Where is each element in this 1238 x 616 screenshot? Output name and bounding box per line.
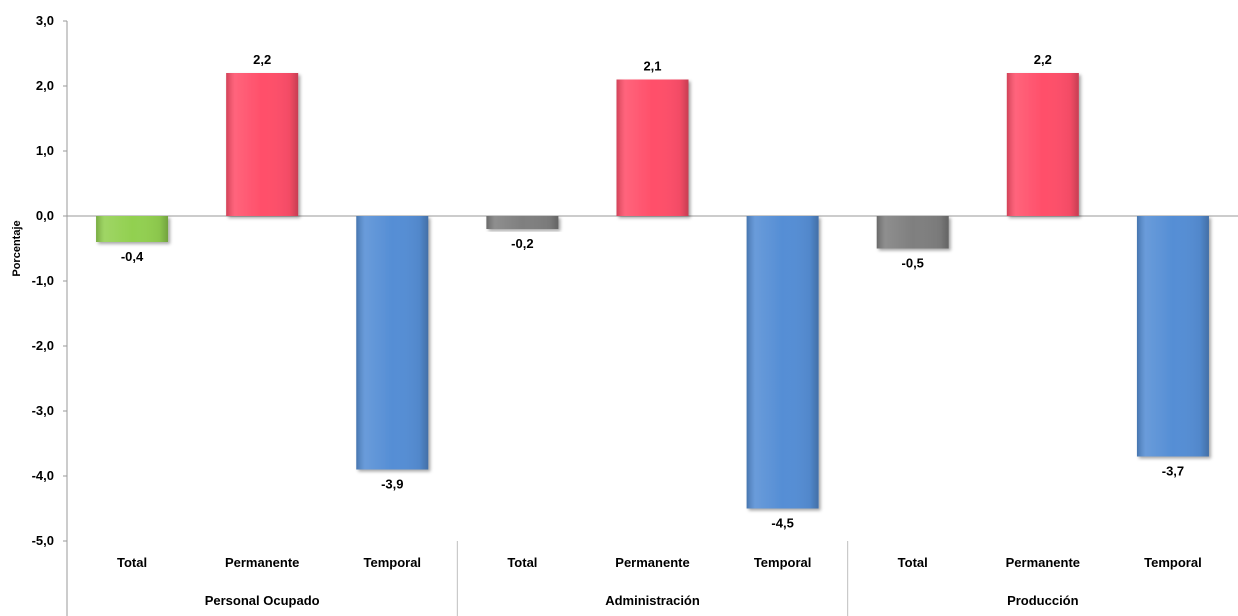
data-label: 2,1	[643, 59, 661, 74]
category-label: Permanente	[615, 555, 689, 570]
x-axis: Total Permanente Temporal Personal Ocupado T…	[117, 541, 1202, 616]
category-label: Total	[507, 555, 537, 570]
category-label: Temporal	[363, 555, 421, 570]
data-label: -4,5	[771, 516, 793, 531]
bar-shading	[356, 216, 429, 470]
bar	[486, 216, 559, 229]
bar	[746, 216, 819, 509]
bar	[96, 216, 169, 242]
y-axis-label: Porcentaje	[11, 220, 23, 276]
bar	[876, 216, 949, 249]
y-tick-label: -3,0	[32, 403, 54, 418]
bar-shading	[96, 216, 169, 242]
data-label: 2,2	[253, 52, 271, 67]
bar-shading	[1136, 216, 1209, 457]
bar-shading	[746, 216, 819, 509]
bar	[226, 73, 299, 216]
y-tick-label: -1,0	[32, 273, 54, 288]
category-label: Permanente	[1006, 555, 1080, 570]
group-label: Administración	[605, 593, 700, 608]
data-label: -0,5	[902, 256, 924, 271]
y-tick-label: -4,0	[32, 468, 54, 483]
y-tick-label: 1,0	[36, 143, 54, 158]
category-label: Permanente	[225, 555, 299, 570]
group-label: Producción	[1007, 593, 1079, 608]
category-label: Total	[117, 555, 147, 570]
data-labels: -0,4 2,2 -3,9 -0,2 2,1 -4,5 -0,5 2,2 -3,7	[121, 52, 1184, 531]
data-label: 2,2	[1034, 52, 1052, 67]
bar-shading	[1006, 73, 1079, 216]
data-label: -0,2	[511, 236, 533, 251]
bar	[616, 79, 689, 216]
y-tick-label: 0,0	[36, 208, 54, 223]
category-label: Temporal	[1144, 555, 1202, 570]
data-label: -3,7	[1162, 464, 1184, 479]
bars	[96, 73, 1209, 509]
group-label: Personal Ocupado	[205, 593, 320, 608]
y-tick-label: -5,0	[32, 533, 54, 548]
bar-shading	[876, 216, 949, 249]
category-label: Temporal	[754, 555, 812, 570]
bar-shading	[486, 216, 559, 229]
bar	[1136, 216, 1209, 457]
category-label: Total	[898, 555, 928, 570]
data-label: -3,9	[381, 477, 403, 492]
bar	[356, 216, 429, 470]
bar	[1006, 73, 1079, 216]
data-label: -0,4	[121, 249, 144, 264]
bar-shading	[226, 73, 299, 216]
y-tick-label: 2,0	[36, 78, 54, 93]
y-tick-label: 3,0	[36, 13, 54, 28]
y-tick-label: -2,0	[32, 338, 54, 353]
bar-shading	[616, 79, 689, 216]
y-axis: 3,0 2,0 1,0 0,0 -1,0 -2,0 -3,0 -4,0 -5,0	[32, 13, 68, 616]
